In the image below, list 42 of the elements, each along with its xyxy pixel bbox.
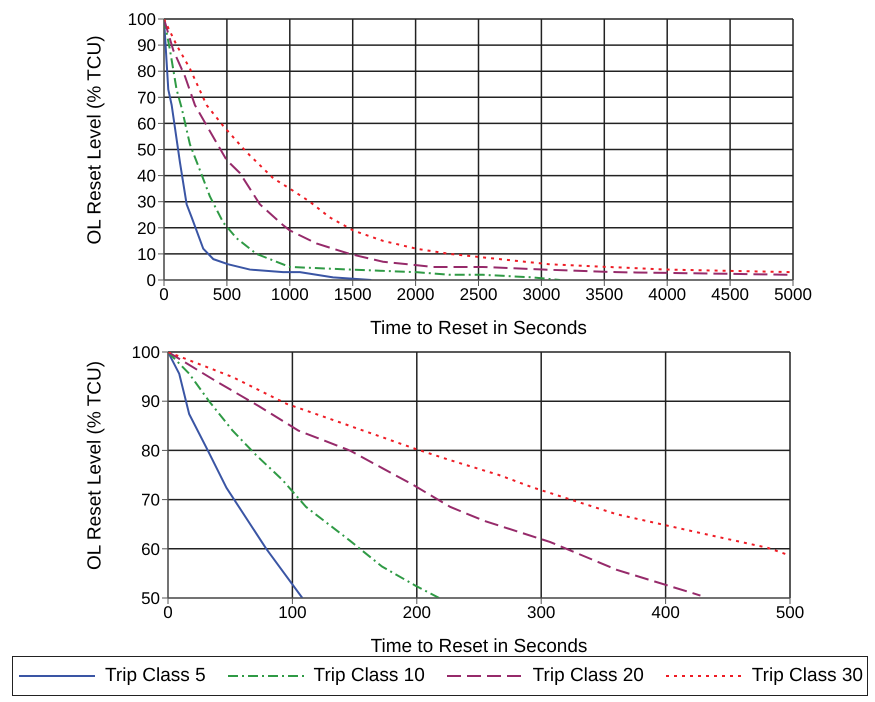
legend-label: Trip Class 10 (314, 665, 425, 687)
x-tick-label: 0 (163, 603, 173, 622)
y-tick-label: 70 (141, 490, 160, 510)
x-tick-label: 1000 (270, 285, 309, 304)
x-tick-label: 100 (278, 603, 307, 622)
y-tick-label: 50 (141, 589, 160, 608)
x-tick-label: 500 (212, 285, 242, 304)
x-tick-label: 3000 (522, 285, 560, 304)
y-tick-label: 20 (137, 218, 156, 238)
x-tick-label: 2000 (396, 285, 435, 304)
x-tick-label: 4000 (648, 285, 686, 304)
y-tick-label: 100 (128, 10, 156, 30)
y-tick-label: 60 (141, 540, 160, 559)
legend-label: Trip Class 20 (532, 665, 644, 687)
x-axis-title: Time to Reset in Seconds (370, 636, 588, 657)
y-tick-label: 80 (141, 441, 160, 460)
legend-label: Trip Class 30 (752, 665, 863, 687)
y-tick-label: 60 (137, 114, 156, 134)
y-tick-label: 30 (137, 192, 156, 212)
y-axis-title: OL Reset Level (% TCU) (84, 35, 106, 244)
x-tick-label: 2500 (460, 285, 498, 304)
y-tick-label: 90 (137, 36, 156, 56)
y-tick-label: 100 (132, 343, 160, 362)
x-axis-title: Time to Reset in Seconds (370, 318, 587, 339)
x-tick-label: 400 (651, 603, 680, 622)
y-tick-label: 70 (137, 88, 156, 108)
x-tick-label: 3500 (585, 285, 624, 304)
x-tick-label: 5000 (774, 285, 812, 304)
x-tick-label: 300 (527, 603, 556, 622)
y-axis-title: OL Reset Level (% TCU) (84, 360, 106, 570)
y-tick-label: 90 (141, 392, 160, 412)
x-tick-label: 4500 (711, 285, 750, 304)
y-tick-label: 80 (137, 62, 156, 82)
x-tick-label: 1500 (334, 285, 372, 304)
y-tick-label: 10 (137, 244, 156, 264)
y-tick-label: 50 (137, 140, 156, 160)
x-tick-label: 500 (776, 603, 804, 622)
y-tick-label: 0 (146, 271, 156, 290)
legend-label: Trip Class 5 (105, 665, 206, 687)
x-tick-label: 200 (402, 603, 431, 622)
line-series (168, 352, 702, 597)
y-tick-label: 40 (137, 166, 156, 186)
